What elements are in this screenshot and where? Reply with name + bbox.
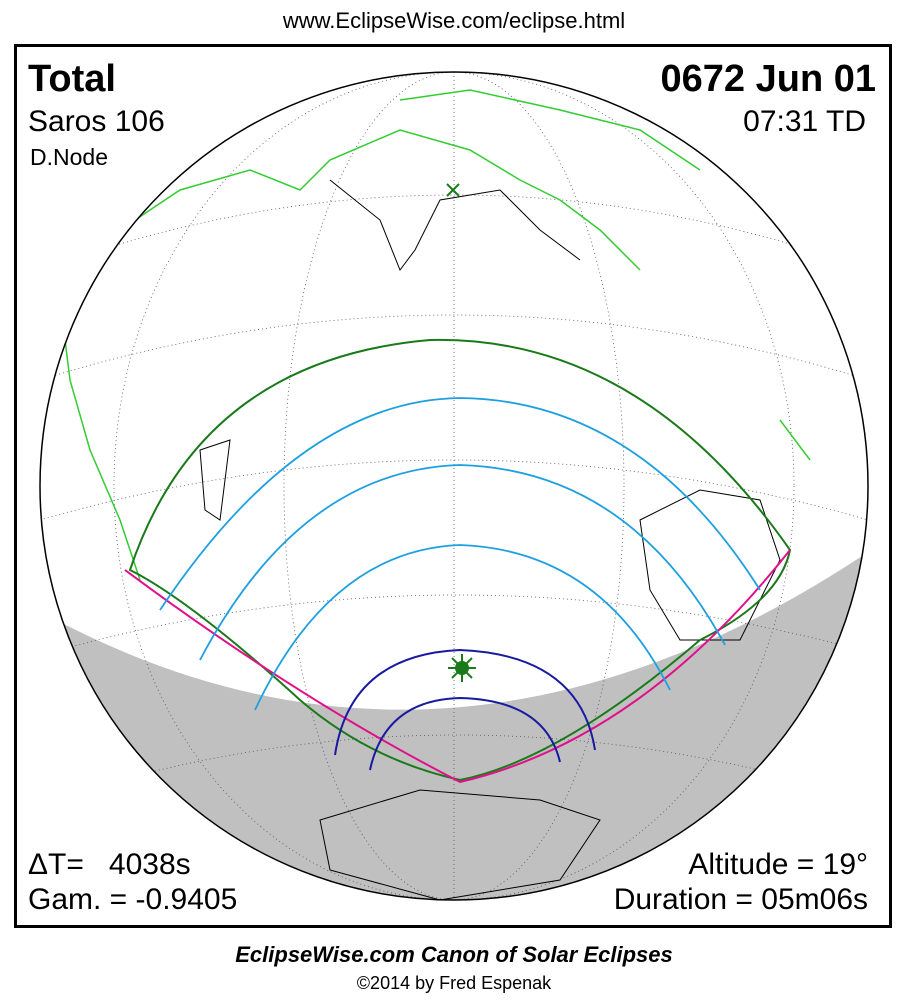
copyright: ©2014 by Fred Espenak: [357, 973, 552, 993]
gamma: Gam. = -0.9405: [28, 883, 237, 916]
graticule: [40, 72, 868, 900]
footer-title: EclipseWise.com Canon of Solar Eclipses: [235, 942, 673, 967]
altitude: Altitude = 19°: [688, 848, 868, 881]
saros: Saros 106: [28, 105, 165, 138]
coastlines: [199, 179, 781, 900]
rise-set-curve: [124, 549, 791, 784]
duration: Duration = 05m06s: [614, 883, 868, 916]
time: 07:31 TD: [743, 105, 866, 138]
eclipse-type: Total: [28, 58, 116, 100]
land-borders: [59, 89, 811, 581]
node: D.Node: [30, 144, 108, 170]
obscuration-curves: [159, 397, 761, 711]
greatest-eclipse: [446, 183, 476, 682]
totality-path: [334, 648, 596, 771]
url: www.EclipseWise.com/eclipse.html: [282, 8, 625, 33]
delta-t: ΔT= 4038s: [28, 848, 191, 881]
eclipse-date: 0672 Jun 01: [661, 58, 876, 100]
globe-outline: [39, 71, 869, 901]
penumbra-limit: [128, 338, 792, 782]
